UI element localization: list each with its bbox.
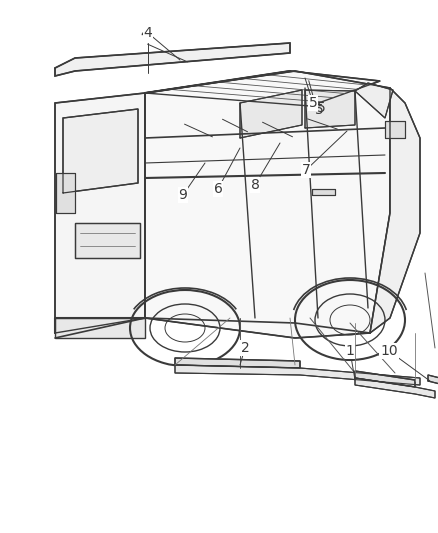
Text: 2: 2 [240, 341, 249, 355]
Polygon shape [55, 318, 145, 338]
Text: 1: 1 [346, 344, 354, 358]
Text: 9: 9 [179, 188, 187, 202]
Polygon shape [385, 121, 405, 138]
Polygon shape [63, 109, 138, 193]
Polygon shape [56, 173, 75, 213]
Text: 7: 7 [302, 163, 311, 177]
Polygon shape [355, 83, 393, 118]
Polygon shape [145, 71, 390, 338]
Text: 10: 10 [380, 344, 398, 358]
Text: 4: 4 [144, 26, 152, 40]
Polygon shape [55, 93, 145, 333]
Polygon shape [75, 223, 140, 258]
Text: 5: 5 [315, 103, 324, 117]
Polygon shape [312, 189, 335, 195]
Text: 5: 5 [309, 96, 318, 110]
Polygon shape [55, 43, 290, 76]
Text: 5: 5 [317, 101, 326, 115]
Polygon shape [355, 378, 435, 398]
Polygon shape [175, 365, 420, 385]
Polygon shape [355, 371, 415, 387]
Text: 8: 8 [251, 178, 259, 192]
Polygon shape [240, 90, 302, 138]
Polygon shape [145, 71, 380, 106]
Text: 4: 4 [141, 27, 149, 41]
Text: 6: 6 [214, 182, 223, 196]
Polygon shape [370, 88, 420, 333]
Polygon shape [428, 375, 438, 384]
Polygon shape [305, 90, 355, 128]
Polygon shape [175, 358, 300, 368]
